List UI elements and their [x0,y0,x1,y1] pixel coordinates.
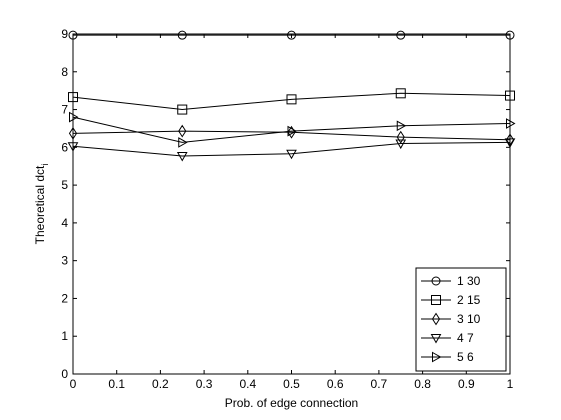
data-point [287,125,298,137]
data-point [177,104,188,115]
data-point [396,120,407,132]
y-tick-label: 7 [61,103,68,117]
data-point [504,138,516,148]
x-axis-label: Prob. of edge connection [225,396,358,410]
x-tick-label: 1 [507,377,514,391]
x-tick-label: 0 [70,377,77,391]
legend-label: 5 6 [457,350,474,364]
series-layer [67,30,516,162]
data-point [177,30,187,40]
data-point [396,130,405,144]
series-5 [69,111,516,148]
x-tick-label: 0.7 [371,377,388,391]
legend-item: 5 6 [421,350,474,364]
data-point [178,137,188,148]
data-point [505,90,515,101]
series-line [72,92,511,111]
legend-item: 1 30 [421,274,481,288]
data-point [287,30,296,40]
series-line [72,130,511,141]
legend-marker [431,295,441,305]
y-tick-label: 1 [61,329,68,343]
series-2 [68,88,515,115]
data-point [505,30,515,40]
data-point [396,30,406,40]
data-point [68,92,78,103]
y-tick-label: 6 [61,140,68,154]
x-tick-label: 0.9 [458,377,475,391]
y-tick-label: 9 [61,27,68,41]
legend-item: 3 10 [421,312,481,326]
y-tick-label: 0 [61,367,68,381]
data-point [178,124,187,138]
x-tick-label: 0.1 [108,377,125,391]
data-point [286,149,297,160]
legend-item: 2 15 [421,293,481,307]
x-tick-label: 0.8 [414,377,431,391]
x-tick-label: 0.4 [239,377,256,391]
legend-marker [431,312,441,326]
data-point [395,139,407,150]
legend-marker [432,351,442,363]
series-line [72,141,511,157]
y-axis-label-main: Theoretical dct [33,165,47,244]
data-point [505,133,515,147]
y-axis-label-subscript: i [40,164,50,166]
data-point [176,152,188,162]
y-tick-label: 8 [61,65,68,79]
y-tick-label: 2 [61,291,68,305]
x-tick-label: 0.6 [327,377,344,391]
legend-label: 3 10 [457,312,481,326]
data-point [395,88,406,99]
y-tick-label: 4 [61,216,68,230]
y-axis-label: Theoretical dcti [33,164,50,245]
y-tick-label: 5 [61,178,68,192]
legend-marker [431,276,441,286]
series-4 [67,138,516,162]
y-tick-label: 3 [61,254,68,268]
data-point [286,94,297,105]
data-point [67,142,79,152]
legend-label: 2 15 [457,293,481,307]
legend-item: 4 7 [421,331,474,345]
series-1 [68,30,515,40]
data-point [68,126,78,140]
axis-ticks: 0 0.1 0.2 0.3 0.4 0.5 0.6 0.7 0.8 0.9 1 0 1 2 3 4 5 6 7 8 9 [61,27,513,391]
legend-marker [430,334,442,344]
data-point [68,30,78,40]
data-point [506,118,516,129]
x-tick-label: 0.2 [152,377,169,391]
legend-label: 1 30 [457,274,481,288]
legend-label: 4 7 [457,331,474,345]
data-point [69,111,79,123]
series-line [72,116,511,143]
x-tick-label: 0.5 [283,377,300,391]
legend: 1 30 2 15 3 10 4 7 5 6 [415,267,507,372]
x-tick-label: 0.3 [196,377,213,391]
